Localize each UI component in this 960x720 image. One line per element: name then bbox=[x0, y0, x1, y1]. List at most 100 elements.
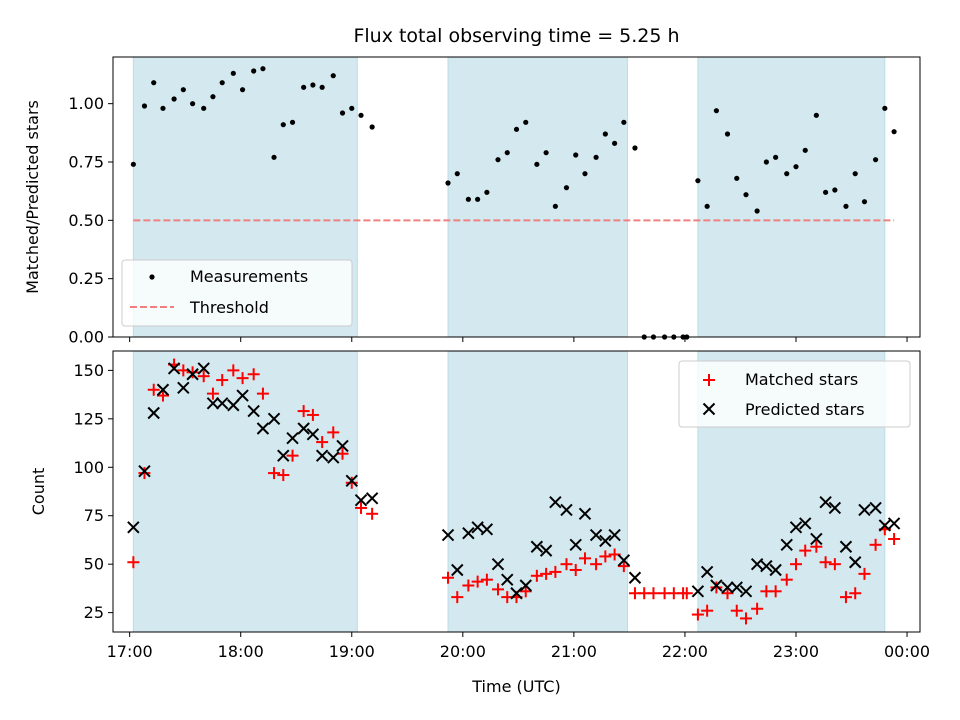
count-panel: 25 50 75 100 125 150 17:00 18:00 19:00 20:00 21:0… bbox=[29, 350, 930, 696]
measurement-point bbox=[793, 164, 799, 170]
matched-star-point bbox=[277, 469, 290, 482]
legend-measurements-label: Measurements bbox=[190, 267, 308, 286]
x-stroke bbox=[127, 521, 140, 534]
x-stroke bbox=[345, 474, 358, 488]
measurement-point bbox=[563, 185, 570, 191]
matched-star-point bbox=[206, 387, 219, 400]
predicted-star-point bbox=[617, 554, 631, 567]
matched-star-point bbox=[608, 548, 621, 561]
observing-window-2 bbox=[447, 56, 629, 338]
measurement-point bbox=[861, 199, 868, 205]
matched-star-point bbox=[236, 372, 249, 385]
predicted-star-point bbox=[599, 534, 612, 548]
predicted-star-point bbox=[819, 495, 832, 509]
y-tick-label: 75 bbox=[84, 506, 104, 525]
matched-star-point bbox=[789, 558, 802, 571]
matched-star-point bbox=[519, 585, 532, 598]
predicted-star-point bbox=[215, 397, 229, 410]
measurement-point bbox=[358, 112, 364, 118]
matched-star-point bbox=[366, 507, 379, 520]
measurement-point bbox=[289, 119, 296, 125]
x-stroke bbox=[799, 517, 812, 530]
predicted-star-point bbox=[236, 389, 249, 402]
x-stroke bbox=[501, 573, 514, 586]
matched-star-point bbox=[127, 556, 140, 569]
predicted-star-point bbox=[608, 528, 621, 542]
x-stroke bbox=[617, 554, 631, 567]
measurement-point bbox=[621, 119, 627, 125]
matched-star-point bbox=[138, 467, 151, 480]
measurement-point bbox=[523, 119, 529, 125]
x-stroke bbox=[828, 501, 842, 515]
x-stroke bbox=[138, 464, 151, 478]
matched-star-point bbox=[819, 556, 832, 569]
predicted-star-point bbox=[869, 501, 882, 515]
measurement-point bbox=[230, 70, 236, 76]
matched-star-point bbox=[268, 467, 281, 480]
matched-star-point bbox=[442, 571, 455, 584]
measurement-point bbox=[763, 159, 769, 165]
matched-star-point bbox=[751, 602, 764, 615]
predicted-star-point bbox=[750, 557, 764, 571]
x-tick-label: 21:00 bbox=[551, 642, 597, 661]
measurement-point bbox=[369, 124, 375, 130]
x-stroke bbox=[560, 503, 573, 517]
count-x-ticks: 17:00 18:00 19:00 20:00 21:00 22:00 23:00 00:00 bbox=[107, 632, 930, 661]
matched-star-point bbox=[147, 383, 160, 396]
legend-matched-label: Matched stars bbox=[745, 370, 858, 389]
x-stroke bbox=[167, 362, 181, 375]
measurement-point bbox=[445, 180, 451, 186]
chart-title: Flux total observing time = 5.25 h bbox=[353, 25, 679, 47]
matched-star-point bbox=[256, 387, 269, 400]
x-stroke bbox=[700, 565, 714, 579]
predicted-star-point bbox=[789, 521, 803, 534]
matched-star-point bbox=[599, 550, 612, 563]
x-stroke bbox=[177, 381, 190, 395]
x-tick-label: 00:00 bbox=[884, 642, 930, 661]
ratio-marks bbox=[130, 66, 897, 340]
measurement-point bbox=[852, 171, 858, 177]
x-stroke bbox=[215, 397, 229, 410]
observing-window-3 bbox=[697, 56, 886, 338]
x-stroke bbox=[315, 449, 329, 462]
matched-star-point bbox=[680, 587, 693, 600]
matched-star-point bbox=[888, 532, 901, 545]
x-stroke bbox=[236, 389, 249, 402]
x-stroke bbox=[336, 439, 349, 453]
measurement-point bbox=[743, 192, 749, 198]
measurement-point bbox=[465, 196, 471, 202]
measurement-point bbox=[813, 112, 819, 118]
x-stroke bbox=[780, 538, 793, 552]
y-tick-label: 1.00 bbox=[68, 94, 104, 113]
y-tick-label: 0.50 bbox=[68, 211, 104, 230]
matched-star-point bbox=[462, 579, 475, 592]
matched-star-point bbox=[530, 569, 543, 582]
x-stroke bbox=[569, 538, 582, 552]
x-stroke bbox=[451, 563, 464, 577]
measurement-point bbox=[475, 196, 481, 202]
predicted-star-point bbox=[267, 412, 281, 426]
predicted-star-point bbox=[530, 540, 544, 553]
x-stroke bbox=[519, 579, 532, 592]
matched-star-point bbox=[858, 567, 871, 580]
x-stroke bbox=[578, 507, 592, 520]
matched-star-point bbox=[799, 544, 812, 557]
measurement-point bbox=[484, 189, 490, 195]
x-stroke bbox=[810, 532, 823, 546]
predicted-star-point bbox=[286, 431, 299, 445]
matched-star-point bbox=[306, 408, 319, 421]
measurement-point bbox=[593, 154, 599, 160]
matched-star-point bbox=[156, 389, 169, 402]
matched-star-point bbox=[549, 565, 562, 578]
predicted-star-point bbox=[578, 507, 592, 520]
measurement-point bbox=[872, 157, 879, 163]
matched-star-point bbox=[480, 573, 493, 586]
measurement-point bbox=[310, 82, 316, 88]
predicted-star-point bbox=[206, 397, 220, 410]
predicted-star-point bbox=[839, 540, 853, 553]
x-stroke bbox=[147, 406, 160, 420]
matched-star-point bbox=[730, 604, 743, 617]
predicted-star-point bbox=[227, 399, 240, 412]
predicted-star-point bbox=[127, 521, 140, 534]
